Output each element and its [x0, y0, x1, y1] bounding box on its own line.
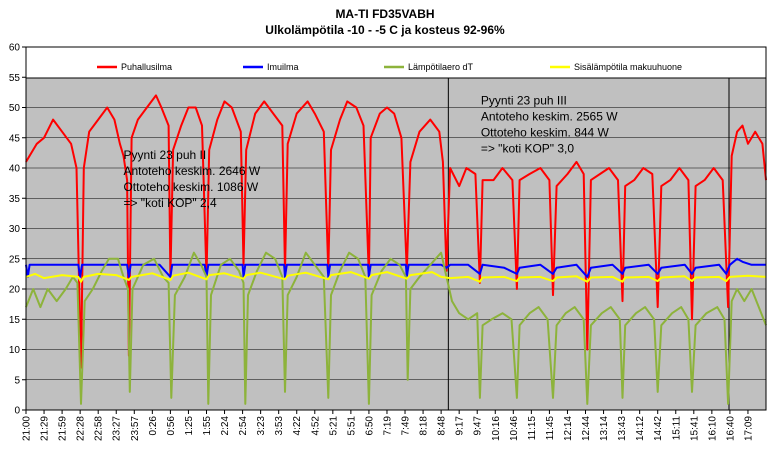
legend-label: Puhallusilma [121, 62, 172, 72]
x-tick-label: 14:12 [635, 416, 646, 441]
plot-border [25, 46, 767, 411]
x-tick-label: 7:19 [382, 416, 393, 436]
annotation-text: Antoteho keskim. 2565 W [481, 109, 618, 123]
legend-label: Sisälämpötila makuuhuone [574, 62, 682, 72]
x-tick-label: 3:23 [256, 416, 267, 436]
annotation-text: => "koti KOP" 2,4 [123, 196, 217, 210]
x-tick-label: 21:00 [22, 416, 33, 441]
x-tick-label: 22:28 [76, 416, 87, 441]
x-tick-label: 0:26 [148, 416, 159, 436]
x-tick-label: 9:47 [473, 416, 484, 436]
x-tick-label: 2:24 [220, 416, 231, 436]
y-tick-label: 0 [14, 406, 20, 417]
y-tick-label: 5 [14, 375, 20, 386]
y-tick-label: 55 [9, 73, 21, 84]
plot-area: 0 5 10 15 20 25 30 35 40 45 50 55 60 21:00 21:29 21:59 2… [9, 43, 767, 441]
x-tick-label: 4:52 [310, 416, 321, 436]
x-tick-label: 16:40 [725, 416, 736, 441]
y-tick-label: 15 [9, 315, 21, 326]
x-tick-label: 5:51 [346, 416, 357, 436]
x-tick-label: 15:11 [671, 416, 682, 441]
x-tick-label: 9:17 [455, 416, 466, 436]
y-tick-label: 60 [9, 43, 21, 54]
legend: Puhallusilma Imuilma Lämpötilaero dT Sisälä… [97, 62, 682, 72]
x-tick-label: 7:49 [401, 416, 412, 436]
x-tick-label: 11:15 [527, 416, 538, 441]
x-tick-label: 23:57 [130, 416, 141, 441]
y-tick-label: 45 [9, 133, 21, 144]
x-tick-label: 6:50 [364, 416, 375, 436]
x-tick-label: 3:53 [274, 416, 285, 436]
annotation-text: Ottoteho keskim. 1086 W [123, 180, 258, 194]
series-line [25, 94, 767, 369]
annotation-text: Antoteho keskim. 2646 W [123, 164, 260, 178]
chart-title: MA-TI FD35VABH [335, 7, 434, 21]
legend-background [26, 47, 766, 78]
annotations: Pyynti 23 puh II Antoteho keskim. 2646 W O… [123, 93, 618, 209]
series-line [25, 251, 767, 405]
y-tick-label: 10 [9, 345, 21, 356]
x-tick-label: 11:45 [545, 416, 556, 441]
legend-label: Lämpötilaero dT [408, 62, 474, 72]
chart-subtitle: Ulkolämpötila -10 - -5 C ja kosteus 92-9… [265, 23, 505, 37]
series-line [25, 257, 766, 278]
y-tick-label: 25 [9, 254, 21, 265]
x-tick-label: 5:21 [328, 416, 339, 436]
annotation-text: Pyynti 23 puh III [481, 93, 567, 107]
x-tick-label: 17:09 [743, 416, 754, 441]
y-tick-label: 20 [9, 285, 21, 296]
x-tick-label: 22:58 [94, 416, 105, 441]
x-tick-label: 16:10 [707, 416, 718, 441]
annotation-text: => "koti KOP" 3,0 [481, 141, 575, 155]
x-tick-label: 2:54 [238, 416, 249, 436]
x-tick-label: 21:29 [40, 416, 51, 441]
y-tick-label: 35 [9, 194, 21, 205]
x-tick-label: 1:55 [202, 416, 213, 436]
x-tick-label: 13:43 [617, 416, 628, 441]
annotation-text: Ottoteho keskim. 844 W [481, 125, 610, 139]
x-tick-label: 12:44 [581, 416, 592, 441]
x-tick-label: 8:48 [437, 416, 448, 436]
series-line [25, 271, 767, 283]
legend-label: Imuilma [267, 62, 299, 72]
x-tick-label: 8:18 [419, 416, 430, 436]
plot-background [26, 78, 766, 410]
x-tick-label: 14:42 [653, 416, 664, 441]
x-tick-label: 15:41 [689, 416, 700, 441]
x-tick-label: 1:25 [184, 416, 195, 436]
annotation-text: Pyynti 23 puh II [123, 148, 206, 162]
x-tick-label: 23:27 [112, 416, 123, 441]
x-tick-label: 13:14 [599, 416, 610, 441]
y-tick-label: 50 [9, 103, 21, 114]
y-tick-label: 40 [9, 164, 21, 175]
x-tick-label: 10:16 [491, 416, 502, 441]
y-tick-label: 30 [9, 224, 21, 235]
x-tick-label: 21:59 [58, 416, 69, 441]
x-tick-label: 10:46 [509, 416, 520, 441]
x-tick-label: 12:14 [563, 416, 574, 441]
x-tick-label: 0:56 [166, 416, 177, 436]
x-tick-label: 4:22 [292, 416, 303, 436]
